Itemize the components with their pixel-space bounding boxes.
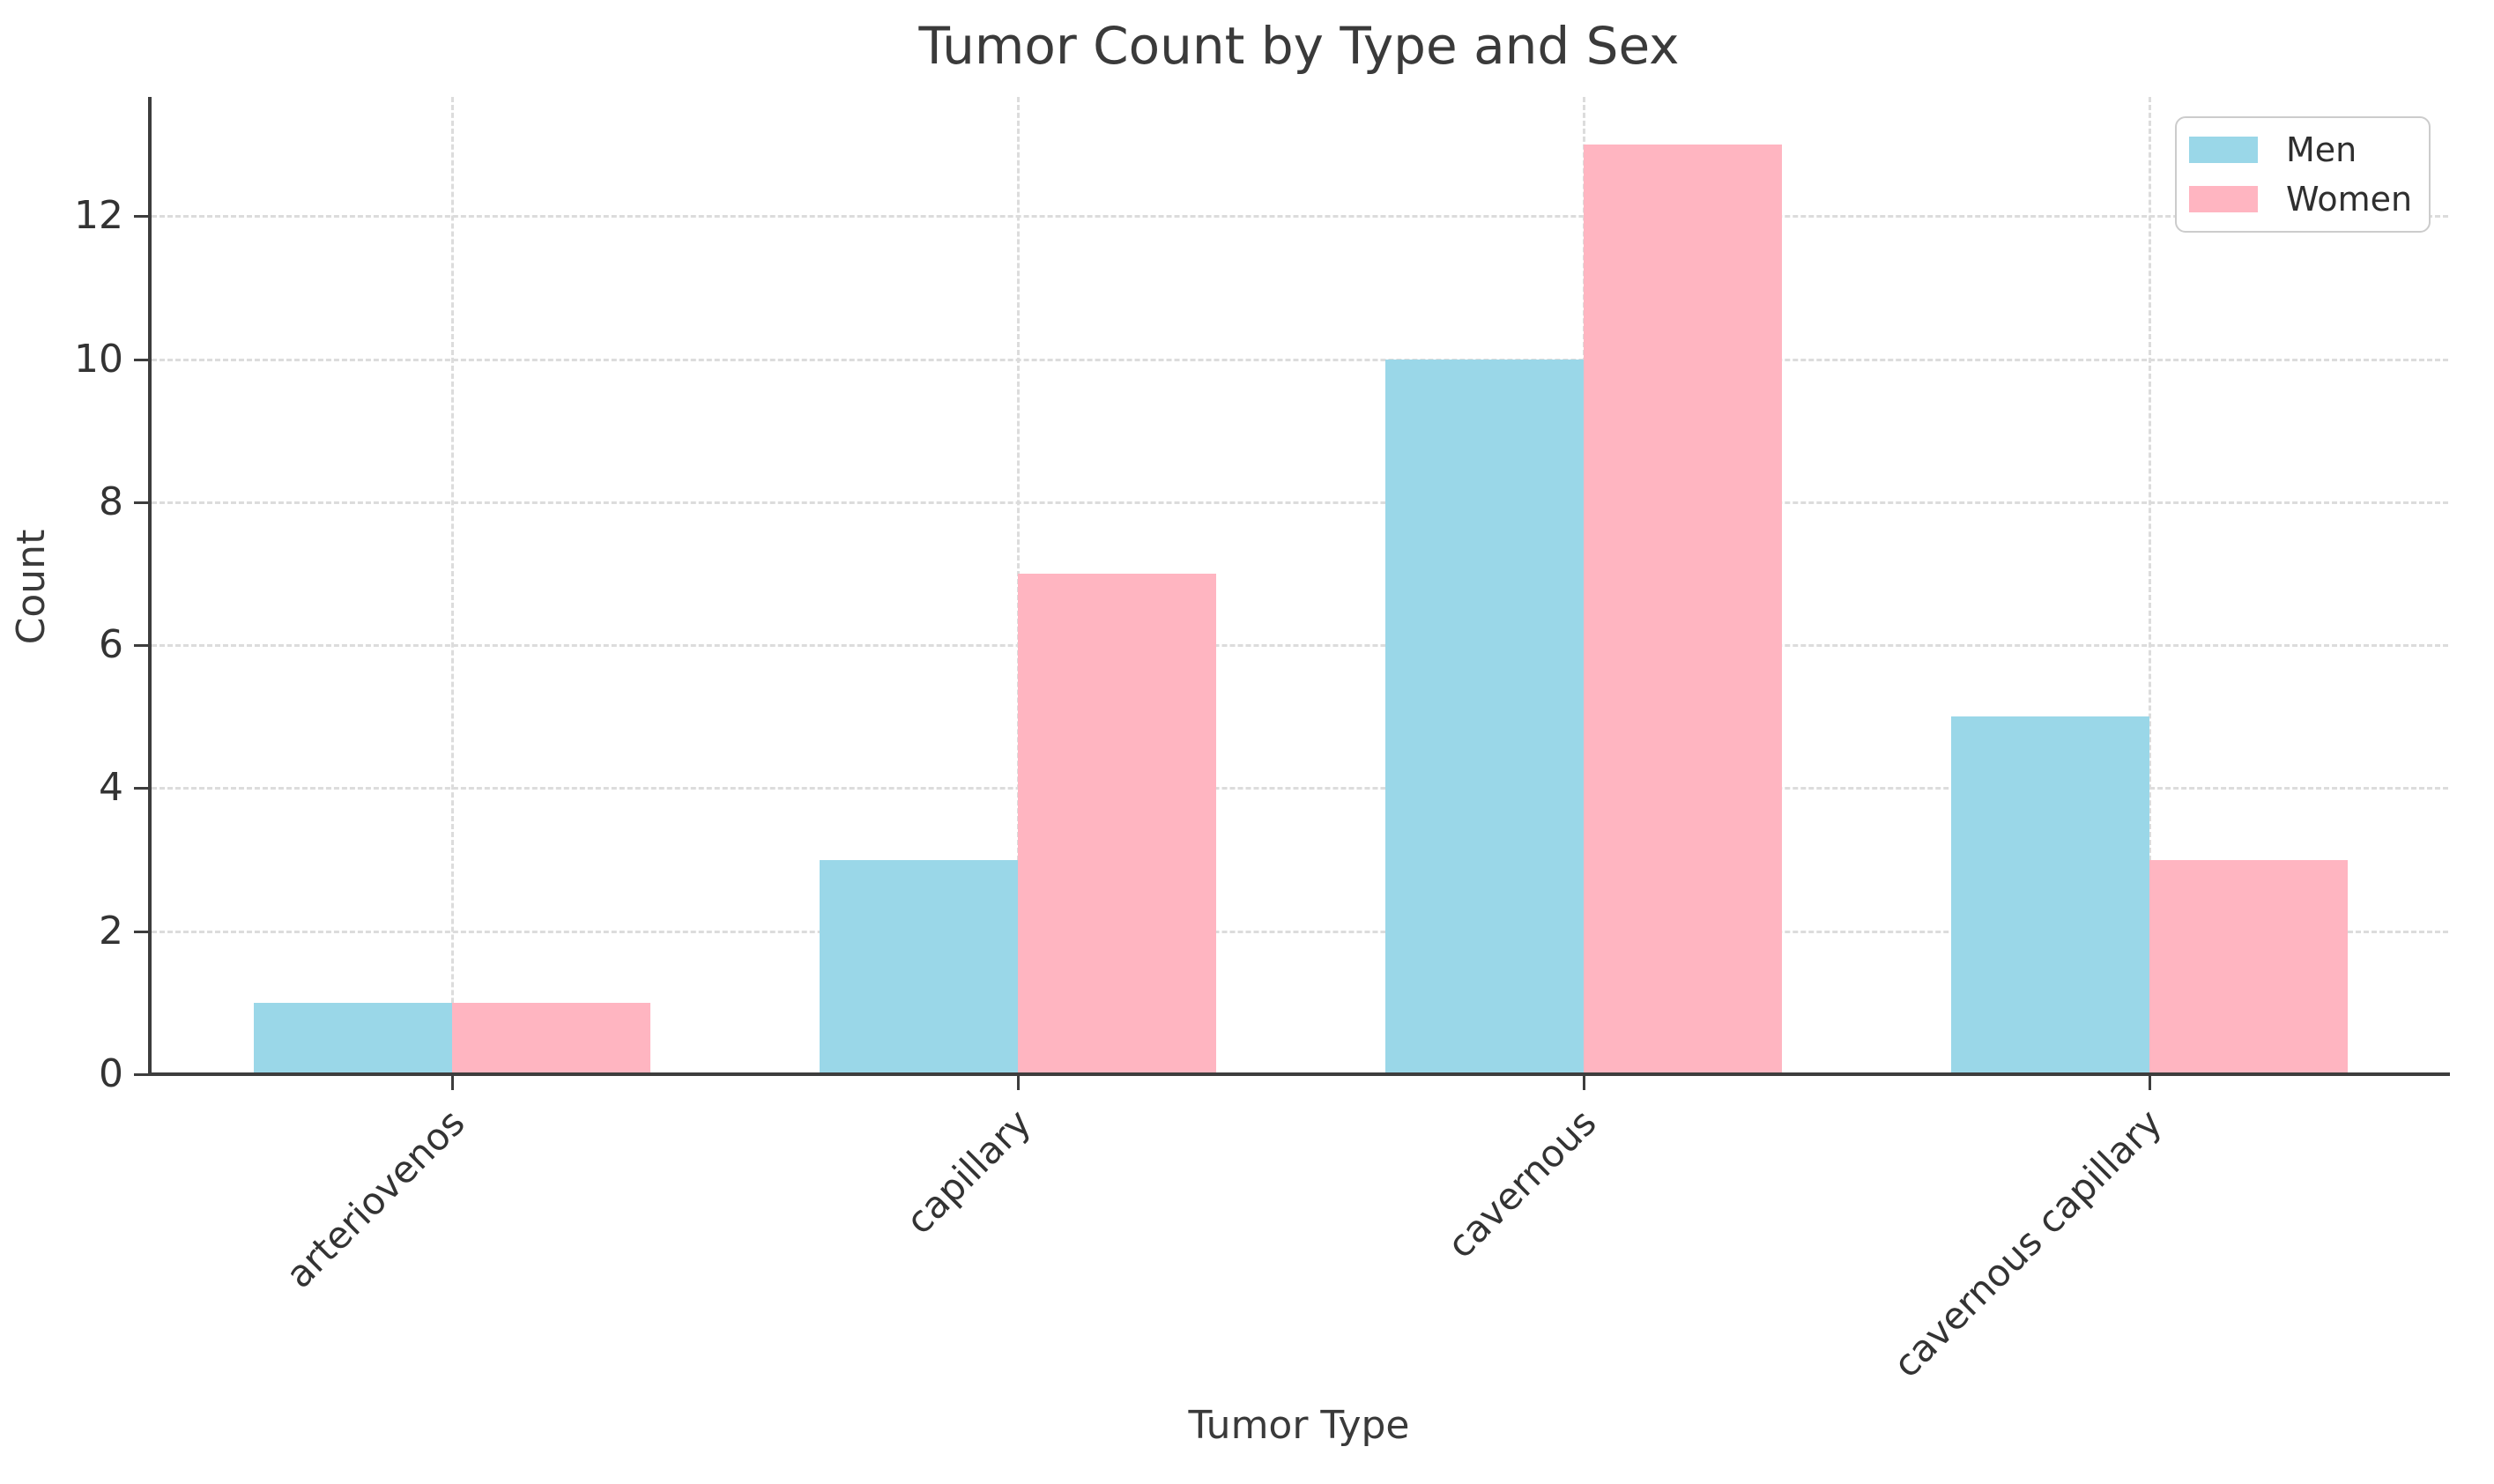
x-tick-mark-cavernous	[1583, 1076, 1585, 1090]
y-tick-mark-8	[134, 501, 148, 504]
legend-label-women: Women	[2286, 180, 2413, 219]
gridline-x-arteriovenos	[451, 97, 454, 1074]
y-tick-label-2: 2	[99, 908, 123, 953]
legend-swatch-men	[2189, 137, 2258, 163]
bar-men-capillary	[820, 859, 1018, 1074]
gridline-x-cavernous-capillary	[2149, 97, 2151, 1074]
y-tick-mark-6	[134, 644, 148, 648]
x-tick-mark-arteriovenos	[451, 1076, 454, 1090]
y-tick-label-10: 10	[74, 336, 123, 382]
y-tick-mark-10	[134, 358, 148, 361]
chart-title: Tumor Count by Type and Sex	[918, 16, 1680, 76]
bar-women-cavernous	[1584, 145, 1782, 1074]
gridline-y-4	[152, 787, 2448, 790]
x-tick-mark-capillary	[1017, 1076, 1020, 1090]
legend-item-women: Women	[2189, 182, 2413, 217]
bar-women-arteriovenos	[452, 1002, 650, 1074]
gridline-y-10	[152, 358, 2448, 361]
y-axis-spine	[148, 97, 152, 1076]
bar-men-cavernous	[1385, 359, 1584, 1074]
x-tick-mark-cavernous-capillary	[2149, 1076, 2151, 1090]
y-tick-mark-2	[134, 930, 148, 933]
x-tick-label-cavernous-capillary: cavernous capillary	[1885, 1101, 2171, 1386]
bar-women-capillary	[1018, 574, 1216, 1074]
x-tick-label-capillary: capillary	[897, 1101, 1039, 1243]
x-axis-label: Tumor Type	[1188, 1403, 1410, 1448]
gridline-y-6	[152, 644, 2448, 648]
bar-men-cavernous-capillary	[1951, 716, 2149, 1074]
legend-item-men: Men	[2189, 132, 2413, 167]
x-tick-label-arteriovenos: arteriovenos	[277, 1101, 473, 1297]
gridline-y-8	[152, 501, 2448, 504]
y-tick-mark-4	[134, 787, 148, 790]
legend-swatch-women	[2189, 186, 2258, 212]
x-axis-spine	[148, 1072, 2450, 1076]
bar-women-cavernous-capillary	[2149, 859, 2348, 1074]
gridline-y-12	[152, 215, 2448, 219]
y-tick-label-6: 6	[99, 622, 123, 668]
y-tick-mark-0	[134, 1073, 148, 1076]
gridline-y-2	[152, 930, 2448, 933]
legend: Men Women	[2175, 116, 2431, 233]
y-tick-mark-12	[134, 215, 148, 219]
legend-label-men: Men	[2286, 130, 2357, 169]
y-tick-label-12: 12	[74, 193, 123, 239]
y-tick-label-4: 4	[99, 765, 123, 811]
y-tick-label-0: 0	[99, 1051, 123, 1096]
x-tick-label-cavernous: cavernous	[1438, 1101, 1605, 1267]
bar-men-arteriovenos	[254, 1002, 452, 1074]
y-tick-label-8: 8	[99, 479, 123, 524]
